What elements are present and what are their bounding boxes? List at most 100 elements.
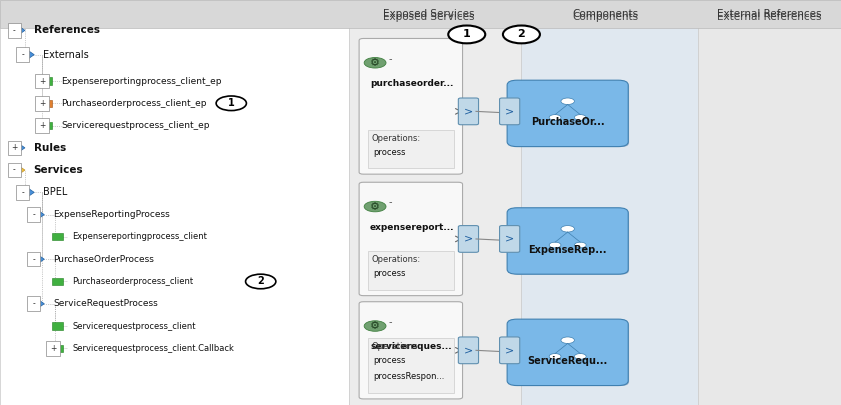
Text: >: > (505, 107, 514, 116)
FancyBboxPatch shape (35, 74, 49, 88)
FancyBboxPatch shape (27, 296, 40, 311)
Text: ExpenseRep...: ExpenseRep... (528, 245, 607, 255)
Text: Components: Components (573, 12, 638, 22)
FancyBboxPatch shape (500, 98, 520, 125)
FancyBboxPatch shape (521, 0, 698, 405)
FancyBboxPatch shape (511, 321, 629, 386)
FancyBboxPatch shape (507, 80, 628, 147)
Circle shape (561, 226, 574, 232)
Circle shape (549, 354, 561, 359)
Text: ServiceRequestProcess: ServiceRequestProcess (53, 299, 158, 308)
Text: >: > (464, 107, 473, 116)
Text: PurchaseOr...: PurchaseOr... (531, 117, 605, 128)
Text: Expensereportingprocess_client: Expensereportingprocess_client (72, 232, 207, 241)
Circle shape (574, 354, 586, 359)
FancyBboxPatch shape (359, 182, 463, 296)
Text: 1: 1 (228, 98, 235, 108)
Circle shape (364, 201, 386, 212)
Text: process: process (373, 269, 406, 278)
Text: ExpenseReportingProcess: ExpenseReportingProcess (53, 210, 170, 219)
Polygon shape (12, 166, 25, 175)
Text: Exposed Services: Exposed Services (383, 9, 474, 19)
Text: Servicerequestprocess_client.Callback: Servicerequestprocess_client.Callback (72, 344, 234, 353)
FancyBboxPatch shape (8, 141, 21, 155)
FancyBboxPatch shape (511, 82, 629, 147)
FancyBboxPatch shape (698, 0, 841, 405)
FancyBboxPatch shape (46, 341, 60, 356)
Text: Operations:: Operations: (372, 255, 420, 264)
FancyBboxPatch shape (458, 98, 479, 125)
Text: process: process (373, 356, 406, 365)
Circle shape (216, 96, 246, 111)
Circle shape (561, 337, 574, 343)
Text: BPEL: BPEL (43, 188, 67, 197)
FancyBboxPatch shape (507, 319, 628, 386)
FancyBboxPatch shape (27, 207, 40, 222)
Text: -: - (32, 210, 35, 219)
Text: purchaseorder...: purchaseorder... (370, 79, 453, 88)
Text: -: - (21, 50, 24, 59)
Text: Components: Components (573, 9, 638, 19)
Text: processRespon...: processRespon... (373, 372, 445, 381)
FancyBboxPatch shape (16, 47, 29, 62)
Text: Operations:: Operations: (372, 134, 420, 143)
FancyBboxPatch shape (40, 122, 52, 129)
Text: -: - (13, 166, 16, 175)
FancyBboxPatch shape (40, 77, 52, 85)
FancyBboxPatch shape (349, 0, 521, 405)
Text: PurchaseOrderProcess: PurchaseOrderProcess (53, 255, 154, 264)
Text: -: - (389, 317, 392, 327)
FancyBboxPatch shape (0, 0, 841, 28)
Polygon shape (31, 210, 45, 219)
Text: expensereport...: expensereport... (370, 223, 454, 232)
Polygon shape (21, 188, 34, 197)
FancyBboxPatch shape (8, 163, 21, 177)
Polygon shape (31, 255, 45, 264)
Circle shape (246, 274, 276, 289)
Text: -: - (32, 255, 35, 264)
FancyBboxPatch shape (35, 96, 49, 111)
Polygon shape (21, 50, 34, 59)
Circle shape (503, 26, 540, 43)
Text: +: + (39, 121, 45, 130)
Text: >: > (464, 345, 473, 355)
FancyBboxPatch shape (40, 100, 52, 107)
Text: +: + (39, 77, 45, 85)
Text: -: - (32, 299, 35, 308)
Text: -: - (21, 188, 24, 197)
FancyBboxPatch shape (458, 337, 479, 364)
FancyBboxPatch shape (0, 0, 349, 405)
Text: +: + (50, 344, 56, 353)
FancyBboxPatch shape (51, 345, 63, 352)
FancyBboxPatch shape (51, 278, 63, 285)
Text: +: + (11, 143, 18, 152)
Text: -: - (389, 54, 392, 64)
Text: Expensereportingprocess_client_ep: Expensereportingprocess_client_ep (61, 77, 222, 85)
Circle shape (448, 26, 485, 43)
FancyBboxPatch shape (500, 226, 520, 252)
FancyBboxPatch shape (458, 226, 479, 252)
Text: >: > (464, 234, 473, 244)
Text: 2: 2 (517, 30, 526, 39)
FancyBboxPatch shape (51, 322, 63, 330)
Text: Servicerequestprocess_client: Servicerequestprocess_client (72, 322, 196, 330)
FancyBboxPatch shape (368, 130, 454, 168)
FancyBboxPatch shape (500, 337, 520, 364)
FancyBboxPatch shape (8, 23, 21, 38)
Text: References: References (34, 26, 99, 35)
Text: -: - (389, 198, 392, 207)
Circle shape (574, 115, 586, 120)
Circle shape (549, 242, 561, 248)
Polygon shape (12, 26, 25, 35)
Text: External References: External References (717, 12, 822, 22)
Circle shape (364, 58, 386, 68)
Circle shape (561, 98, 574, 104)
Text: ⚙: ⚙ (370, 202, 380, 211)
Polygon shape (12, 143, 25, 152)
FancyBboxPatch shape (368, 251, 454, 290)
Text: 2: 2 (257, 277, 264, 286)
Circle shape (574, 242, 586, 248)
Text: Purchaseorderprocess_client: Purchaseorderprocess_client (72, 277, 193, 286)
Text: External References: External References (717, 9, 822, 19)
Text: Servicerequestprocess_client_ep: Servicerequestprocess_client_ep (61, 121, 210, 130)
